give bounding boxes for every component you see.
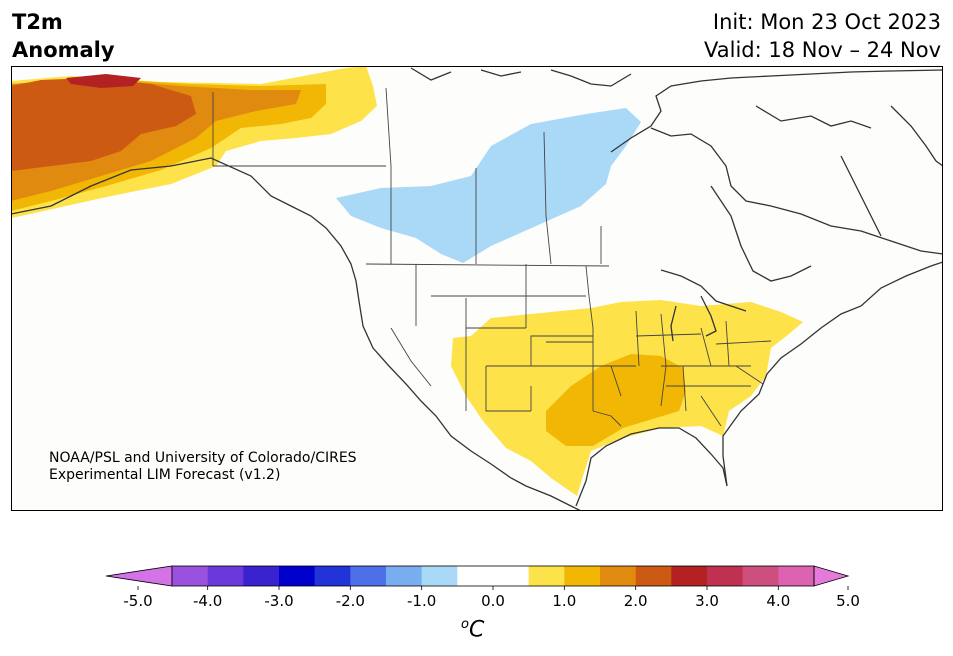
admin-borders [212,87,772,427]
colorbar-max-arrow [813,565,850,587]
colorbar-tick-label: 3.0 [695,592,719,610]
colorbar-tick-label: 5.0 [836,592,860,610]
anomaly-map [11,66,943,511]
anomaly-gold-us [546,354,686,446]
colorbar-cell [457,566,494,586]
valid-dates: Valid: 18 Nov – 24 Nov [704,38,941,62]
colorbar-cell [172,566,208,586]
colorbar-tick-label: 0.0 [481,592,505,610]
colorbar-min-arrow [105,565,173,587]
colorbar-cell [742,566,779,586]
credit-line-2: Experimental LIM Forecast (v1.2) [49,467,281,483]
colorbar-tick-label: -3.0 [264,592,293,610]
colorbar-cell [671,566,708,586]
map-title: T2m Anomaly [12,8,115,64]
colorbar: -5.0 -4.0 -3.0 -2.0 -1.0 0.0 1.0 2.0 3.0 4.0 5.0 [105,565,860,610]
anomaly-red-alaska [66,74,141,88]
forecast-dates: Init: Mon 23 Oct 2023 Valid: 18 Nov – 24… [704,8,941,64]
anomaly-darkorange-alaska [11,78,196,171]
colorbar-cell [314,566,351,586]
colorbar-tick-label: 4.0 [766,592,790,610]
colorbar-cell [600,566,636,586]
credit-line-1: NOAA/PSL and University of Colorado/CIRE… [49,450,357,466]
colorbar-cell [386,566,422,586]
colorbar-cell [635,566,672,586]
colorbar-tick-label: -5.0 [123,592,152,610]
colorbar-cell [350,566,387,586]
anomaly-blue-canada [336,108,641,263]
colorbar-cell [564,566,601,586]
title-variable-sub: Anomaly [12,38,115,62]
colorbar-cell [493,566,529,586]
colorbar-cell [528,566,565,586]
colorbar-cell [243,566,280,586]
colorbar-cell [707,566,743,586]
map-frame [11,66,943,511]
colorbar-unit: oC [461,617,484,642]
coastlines [11,67,943,511]
colorbar-tick-label: 2.0 [624,592,648,610]
colorbar-tick-label: -1.0 [407,592,436,610]
title-variable: T2m [12,10,63,34]
colorbar-cell [421,566,458,586]
unit-letter: C [468,617,485,643]
unit-degree: o [461,617,469,632]
colorbar-tick-label: 1.0 [552,592,576,610]
colorbar-tick-label: -4.0 [193,592,222,610]
init-date: Init: Mon 23 Oct 2023 [712,10,941,34]
colorbar-tick-label: -2.0 [336,592,365,610]
colorbar-cell [279,566,315,586]
credit-text: NOAA/PSL and University of Colorado/CIRE… [49,450,357,484]
colorbar-cell [207,566,244,586]
colorbar-ticks: -5.0 -4.0 -3.0 -2.0 -1.0 0.0 1.0 2.0 3.0 4.0 5.0 [123,586,860,610]
colorbar-cells [105,565,850,587]
colorbar-cell [778,566,815,586]
